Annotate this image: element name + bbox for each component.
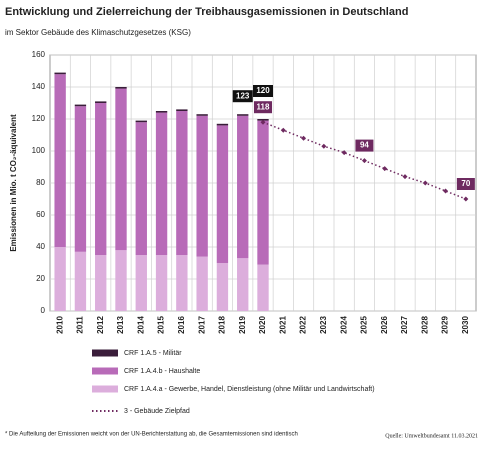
x-tick-label: 2021 [278,316,287,334]
target-marker [321,143,327,149]
bar-segment [54,247,66,311]
bar-segment [135,122,147,255]
target-marker [361,158,367,164]
data-label-box [355,139,374,152]
y-tick-label: 0 [41,306,46,315]
y-tick-label: 80 [36,178,45,187]
x-tick-label: 2012 [96,316,105,334]
data-label: 94 [360,141,369,150]
total-label: 123 [236,91,250,100]
bar-segment [216,123,229,126]
bar-segment [155,111,168,113]
footnote: * Die Aufteilung der Emissionen weicht v… [5,432,298,438]
y-tick-label: 60 [36,210,45,219]
chart-subtitle: im Sektor Gebäude des Klimaschutzgesetze… [5,28,191,37]
bar-segment [237,258,249,311]
bar-segment [74,251,87,311]
x-tick-label: 2027 [400,316,409,334]
bar-segment [135,120,147,123]
bar-segment [176,109,188,111]
bar-segment [237,115,249,259]
x-tick-label: 2025 [360,316,369,334]
target-marker [422,180,428,186]
bar-segment [95,101,107,103]
target-marker [341,150,347,156]
bar-segment [155,255,168,311]
data-label: 118 [257,102,270,111]
bar-segment [257,120,269,265]
bar-segment [155,112,168,255]
x-tick-label: 2020 [258,316,267,334]
total-label-box [232,90,253,103]
target-marker [463,196,469,202]
x-tick-label: 2019 [238,316,247,334]
data-label: 70 [461,179,470,188]
y-axis-label: Emissionen in Mio. t CO₂-äquivalent [9,114,18,252]
bar-segment [95,103,107,255]
x-tick-label: 2015 [157,316,166,334]
bar-segment [237,114,249,116]
legend-label: CRF 1.A.4.b - Haushalte [124,368,200,375]
x-tick-label: 2023 [319,316,328,334]
legend-label: CRF 1.A.5 - Militär [124,350,182,357]
bar-segment [216,125,229,264]
y-tick-label: 40 [36,242,45,251]
x-tick-label: 2024 [339,316,348,334]
bar-segment [196,256,208,311]
x-tick-label: 2013 [116,316,125,334]
x-tick-label: 2022 [299,316,308,334]
bar-segment [216,263,229,311]
data-label-box [254,101,272,114]
bar-segment [74,104,87,107]
x-tick-label: 2016 [177,316,186,334]
y-tick-label: 160 [32,50,46,59]
legend-label: 3 - Gebäude Zielpfad [124,408,190,415]
bar-segment [196,115,208,257]
x-tick-label: 2026 [380,316,389,334]
bar-segment [176,255,188,311]
data-label-box [456,178,475,190]
x-tick-label: 2018 [218,316,227,334]
bar-segment [257,264,269,311]
y-tick-label: 140 [32,82,46,91]
bar-segment [115,250,127,311]
legend-swatch [92,367,118,375]
target-marker [402,174,408,180]
y-tick-label: 120 [32,114,46,123]
x-tick-label: 2029 [441,316,450,334]
bar-segment [95,255,107,311]
target-marker [280,127,286,133]
target-marker [301,135,307,141]
bar-segment [176,111,188,255]
x-tick-label: 2011 [76,316,85,334]
legend-swatch [92,349,118,357]
target-marker [260,119,266,125]
chart-title: Entwicklung und Zielerreichung der Treib… [5,6,408,18]
bar-segment [54,72,66,75]
legend-swatch [92,385,118,393]
x-tick-label: 2010 [55,316,64,334]
bar-segment [135,255,147,311]
total-label: 120 [256,86,270,95]
total-label-box [253,85,273,97]
x-tick-label: 2030 [461,316,470,334]
bar-segment [54,74,66,247]
target-marker [382,166,388,172]
x-tick-label: 2014 [136,316,145,334]
bar-segment [115,88,127,251]
source: Quelle: Umweltbundesamt 11.03.2021 [385,433,478,439]
bar-segment [115,87,127,89]
bar-segment [74,106,87,252]
x-tick-label: 2028 [420,316,429,334]
y-tick-label: 20 [36,274,45,283]
legend-label: CRF 1.A.4.a - Gewerbe, Handel, Dienstlei… [124,386,375,393]
bar-segment [196,114,208,116]
x-tick-label: 2017 [197,316,206,334]
y-tick-label: 100 [32,146,46,155]
target-marker [443,188,449,194]
